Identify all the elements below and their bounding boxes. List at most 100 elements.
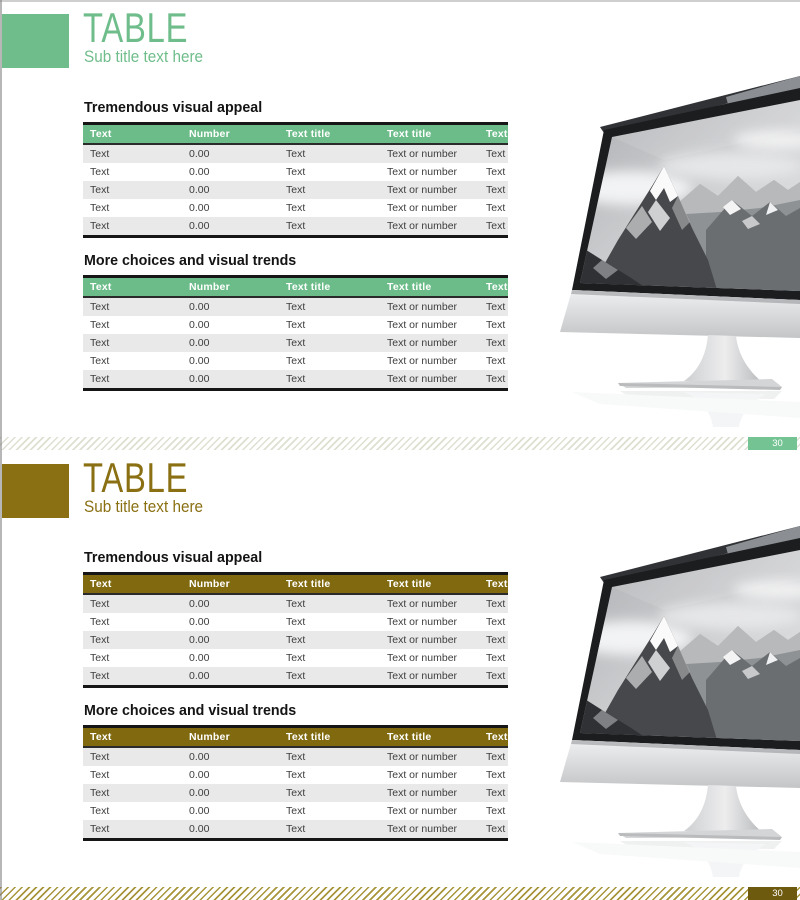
table-cell: Text bbox=[90, 751, 110, 763]
table-cell: Text bbox=[90, 166, 110, 178]
table-cell: Text bbox=[486, 301, 506, 313]
slide-green: TABLE Sub title text here Tremendous vis… bbox=[0, 4, 800, 450]
table-cell: Text or number bbox=[387, 355, 458, 367]
data-table: Text Number Text title Text title Text Text 0.… bbox=[83, 122, 508, 238]
slide-subtitle: Sub title text here bbox=[84, 47, 204, 66]
table-cell: Text bbox=[486, 598, 506, 610]
table-cell: 0.00 bbox=[189, 355, 210, 367]
table-cell: Text bbox=[286, 634, 306, 646]
table-cell: Text bbox=[486, 373, 506, 385]
table-cell: Text or number bbox=[387, 598, 458, 610]
table-cell: 0.00 bbox=[189, 787, 210, 799]
table-cell: Text bbox=[486, 751, 506, 763]
table-row: Text 0.00 Text Text or number Text bbox=[83, 181, 508, 199]
table-cell: Text or number bbox=[387, 166, 458, 178]
table-cell: Text bbox=[486, 337, 506, 349]
table-cell: Text or number bbox=[387, 805, 458, 817]
table-cell: Text bbox=[90, 319, 110, 331]
page-number-badge: 30 bbox=[748, 887, 797, 900]
table-cell: 0.00 bbox=[189, 652, 210, 664]
table-row: Text 0.00 Text Text or number Text bbox=[83, 802, 508, 820]
table-cell: Text bbox=[286, 751, 306, 763]
table-cell: Text bbox=[286, 823, 306, 835]
slide-content: Tremendous visual appeal Text Number Text … bbox=[83, 99, 508, 405]
table-cell: Text bbox=[486, 652, 506, 664]
table-header-row: Text Number Text title Text title Text bbox=[83, 726, 508, 748]
table-row: Text 0.00 Text Text or number Text bbox=[83, 144, 508, 163]
column-header: Text bbox=[83, 123, 182, 145]
table-cell: Text or number bbox=[387, 301, 458, 313]
table-cell: Text bbox=[486, 355, 506, 367]
table-row: Text 0.00 Text Text or number Text bbox=[83, 747, 508, 766]
table-cell: Text bbox=[286, 202, 306, 214]
table-cell: Text bbox=[486, 202, 506, 214]
table-cell: Text or number bbox=[387, 220, 458, 232]
table-cell: Text bbox=[90, 652, 110, 664]
table-cell: Text bbox=[90, 634, 110, 646]
data-table: Text Number Text title Text title Text Text 0.… bbox=[83, 275, 508, 391]
slide-subtitle: Sub title text here bbox=[84, 497, 204, 516]
column-header: Text title bbox=[380, 276, 479, 298]
title-accent-block bbox=[2, 14, 69, 68]
table-cell: Text bbox=[486, 787, 506, 799]
table-row: Text 0.00 Text Text or number Text bbox=[83, 316, 508, 334]
column-header: Text title bbox=[380, 726, 479, 748]
divider-stripe-band bbox=[0, 887, 800, 900]
table-row: Text 0.00 Text Text or number Text bbox=[83, 297, 508, 316]
table-cell: Text bbox=[90, 787, 110, 799]
table-cell: Text bbox=[486, 616, 506, 628]
table-cell: Text bbox=[286, 769, 306, 781]
table-cell: Text or number bbox=[387, 634, 458, 646]
table-row: Text 0.00 Text Text or number Text bbox=[83, 199, 508, 217]
column-header: Number bbox=[182, 123, 279, 145]
table-cell: Text bbox=[90, 301, 110, 313]
data-table: Text Number Text title Text title Text Text 0.… bbox=[83, 725, 508, 841]
screenshot-left-border bbox=[0, 0, 2, 900]
table-cell: 0.00 bbox=[189, 598, 210, 610]
table-cell: Text bbox=[286, 319, 306, 331]
table-cell: Text bbox=[286, 220, 306, 232]
table-cell: Text bbox=[90, 598, 110, 610]
table-cell: Text bbox=[486, 769, 506, 781]
table-cell: Text bbox=[286, 670, 306, 682]
table-cell: 0.00 bbox=[189, 319, 210, 331]
table-cell: Text bbox=[486, 319, 506, 331]
table-cell: Text bbox=[90, 373, 110, 385]
table-cell: 0.00 bbox=[189, 769, 210, 781]
table-cell: 0.00 bbox=[189, 166, 210, 178]
slide-title: TABLE bbox=[83, 4, 189, 51]
column-header: Text bbox=[83, 276, 182, 298]
table-cell: Text bbox=[286, 166, 306, 178]
table-cell: 0.00 bbox=[189, 148, 210, 160]
table-row: Text 0.00 Text Text or number Text bbox=[83, 217, 508, 237]
table-cell: 0.00 bbox=[189, 751, 210, 763]
column-header: Text bbox=[83, 726, 182, 748]
table-cell: Text bbox=[486, 166, 506, 178]
table-cell: Text bbox=[286, 787, 306, 799]
table-cell: Text bbox=[486, 805, 506, 817]
column-header: Text bbox=[479, 123, 508, 145]
screenshot-top-border bbox=[0, 0, 800, 2]
table-header-row: Text Number Text title Text title Text bbox=[83, 276, 508, 298]
table-cell: 0.00 bbox=[189, 670, 210, 682]
table-cell: Text bbox=[90, 148, 110, 160]
table-cell: Text bbox=[486, 148, 506, 160]
table-row: Text 0.00 Text Text or number Text bbox=[83, 820, 508, 840]
table-row: Text 0.00 Text Text or number Text bbox=[83, 667, 508, 687]
table-cell: Text bbox=[486, 634, 506, 646]
table-cell: Text bbox=[286, 373, 306, 385]
table-cell: Text bbox=[486, 823, 506, 835]
column-header: Text bbox=[479, 573, 508, 595]
table-cell: Text or number bbox=[387, 184, 458, 196]
table-cell: 0.00 bbox=[189, 202, 210, 214]
table-row: Text 0.00 Text Text or number Text bbox=[83, 163, 508, 181]
table-cell: Text bbox=[286, 652, 306, 664]
table-cell: Text bbox=[286, 148, 306, 160]
table-cell: 0.00 bbox=[189, 616, 210, 628]
section-title: More choices and visual trends bbox=[84, 702, 297, 719]
table-header-row: Text Number Text title Text title Text bbox=[83, 123, 508, 145]
table-row: Text 0.00 Text Text or number Text bbox=[83, 613, 508, 631]
column-header: Text bbox=[479, 276, 508, 298]
section-title: More choices and visual trends bbox=[84, 252, 297, 269]
table-cell: Text bbox=[486, 670, 506, 682]
